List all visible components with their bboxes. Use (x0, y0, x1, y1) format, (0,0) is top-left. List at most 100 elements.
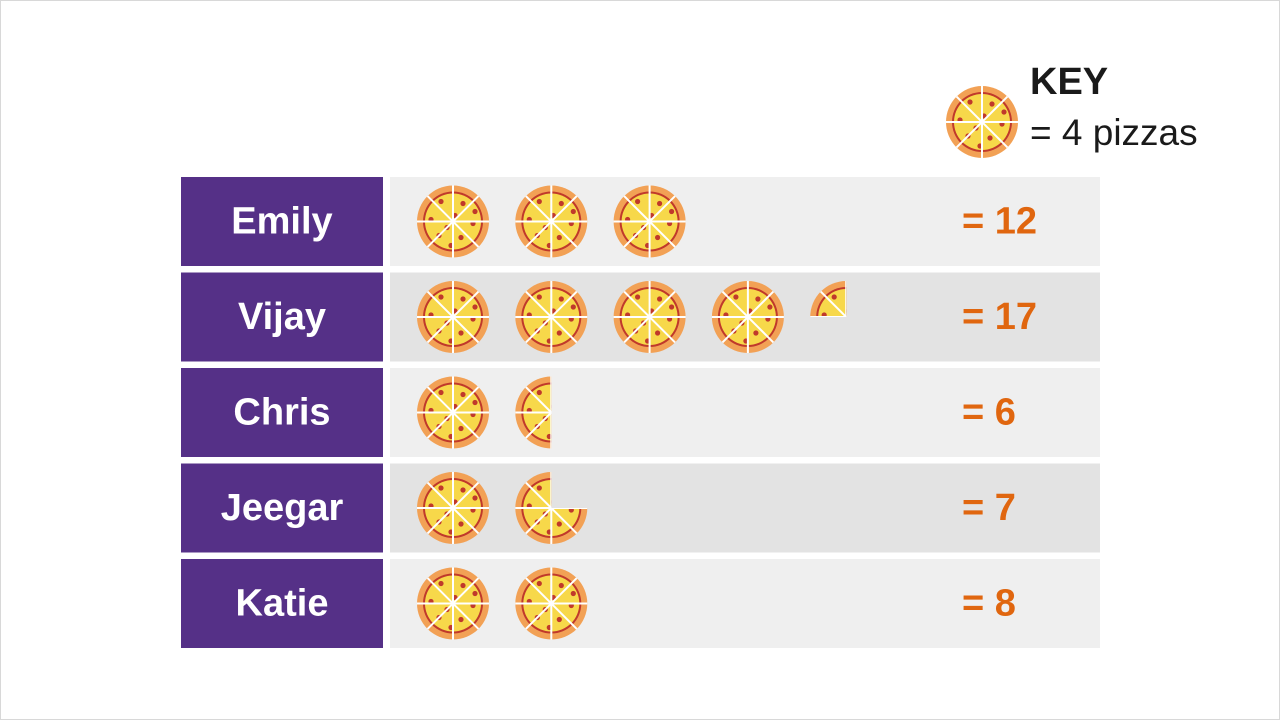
pizza-icon (810, 281, 847, 317)
pepperoni (536, 485, 542, 491)
slice-line (623, 290, 676, 344)
pepperoni (472, 495, 478, 501)
pepperoni (753, 330, 759, 336)
pepperoni (987, 135, 993, 141)
pepperoni (472, 590, 478, 597)
pizza-icon (515, 281, 588, 353)
pepperoni (558, 200, 564, 207)
value-label: = 12 (962, 201, 1037, 243)
pepperoni (655, 234, 661, 241)
category-box (181, 272, 383, 362)
row-background (390, 463, 1100, 553)
key-title: KEY (1030, 61, 1108, 103)
pizza-row (417, 567, 588, 640)
pepperoni (458, 234, 464, 241)
slice-line (525, 386, 552, 439)
pizza-icon (515, 376, 552, 449)
pizza-row (417, 281, 847, 353)
pepperoni (438, 198, 444, 205)
pepperoni (460, 200, 466, 207)
pizza-icon (417, 185, 489, 258)
slice-line (721, 290, 775, 344)
pepperoni (556, 616, 562, 623)
pepperoni (458, 616, 464, 623)
pepperoni (458, 425, 464, 432)
row-background (390, 559, 1100, 648)
pepperoni (669, 208, 675, 215)
pepperoni (536, 389, 542, 396)
key-icon (946, 86, 1018, 158)
row-background (390, 177, 1100, 266)
pepperoni (558, 582, 564, 589)
category-box (181, 463, 383, 553)
slice-line (525, 386, 552, 439)
pepperoni (635, 198, 641, 205)
pizza-icon (417, 567, 489, 640)
pepperoni (570, 590, 576, 597)
pepperoni (458, 521, 464, 527)
pepperoni (570, 304, 576, 310)
pepperoni (989, 101, 995, 107)
pepperoni (536, 198, 542, 205)
pepperoni (472, 208, 478, 215)
category-label: Emily (231, 201, 332, 243)
category-label: Jeegar (221, 487, 344, 529)
pepperoni (570, 208, 576, 215)
value-label: = 8 (962, 583, 1016, 625)
pizza-icon (417, 472, 489, 544)
category-label: Katie (236, 583, 329, 625)
slice-line (426, 195, 480, 248)
pepperoni (438, 389, 444, 396)
slice-line (525, 577, 578, 630)
pepperoni (472, 399, 478, 406)
value-label: = 17 (962, 296, 1037, 338)
pizza-icon (946, 86, 1018, 158)
pizza-icon (711, 281, 784, 353)
pepperoni (556, 330, 562, 336)
pizza-icon (613, 281, 686, 353)
pizza-icon (515, 567, 588, 640)
pizza-icon (417, 376, 489, 449)
pepperoni (967, 99, 973, 105)
slice-line (426, 386, 480, 439)
pepperoni (733, 294, 739, 300)
category-label: Vijay (238, 296, 326, 338)
pepperoni (536, 294, 542, 300)
category-label: Chris (233, 392, 330, 434)
slice-line (426, 577, 480, 630)
row-background (390, 368, 1100, 457)
slice-line (623, 195, 676, 248)
pepperoni (767, 304, 773, 310)
pepperoni (831, 294, 837, 300)
value-label: = 7 (962, 487, 1016, 529)
pepperoni (635, 294, 641, 300)
pepperoni (438, 580, 444, 587)
pizza-icon (613, 185, 686, 258)
key-label: = 4 pizzas (1030, 112, 1198, 153)
pepperoni (556, 234, 562, 241)
pepperoni (460, 487, 466, 493)
slice-line (820, 290, 847, 317)
slice-line (426, 290, 480, 344)
slice-line (955, 95, 1009, 149)
pepperoni (558, 296, 564, 302)
pepperoni (460, 391, 466, 398)
pepperoni (438, 294, 444, 300)
value-label: = 6 (962, 392, 1016, 434)
pepperoni (460, 296, 466, 302)
pepperoni (669, 304, 675, 310)
category-box (181, 177, 383, 266)
pizza-row (417, 185, 686, 258)
pizza-icon (515, 185, 588, 258)
slice-line (525, 290, 578, 344)
pepperoni (460, 582, 466, 589)
pepperoni (657, 200, 663, 207)
pepperoni (657, 296, 663, 302)
pepperoni (458, 330, 464, 336)
category-box (181, 368, 383, 457)
pizza-row (417, 376, 552, 449)
category-box (181, 559, 383, 648)
pizza-icon (417, 281, 489, 353)
pepperoni (556, 521, 562, 527)
